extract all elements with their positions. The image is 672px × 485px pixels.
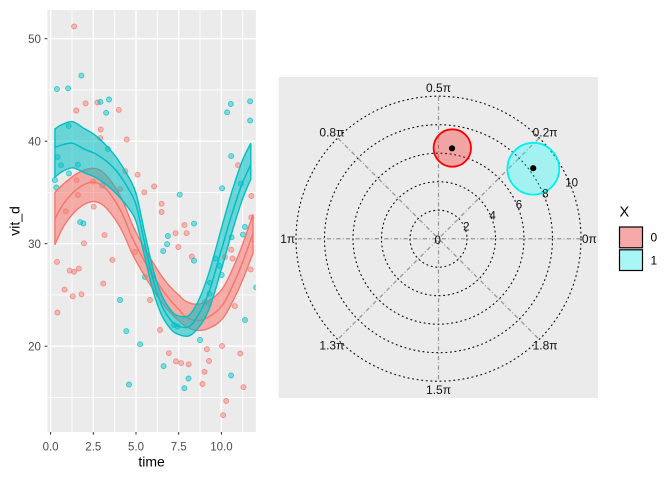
svg-text:1.3π: 1.3π	[319, 339, 344, 353]
svg-text:2.5: 2.5	[85, 442, 101, 454]
svg-text:10.0: 10.0	[210, 442, 232, 454]
svg-text:X: X	[620, 205, 630, 221]
svg-text:0.0: 0.0	[43, 442, 59, 454]
svg-text:0π: 0π	[582, 232, 597, 246]
svg-text:20: 20	[28, 341, 41, 353]
svg-text:0.2π: 0.2π	[533, 125, 558, 139]
svg-text:0.8π: 0.8π	[319, 125, 344, 139]
svg-text:40: 40	[28, 136, 41, 148]
svg-text:7.5: 7.5	[171, 442, 187, 454]
svg-text:1.5π: 1.5π	[426, 383, 451, 397]
svg-text:1π: 1π	[280, 232, 295, 246]
svg-text:0.5π: 0.5π	[426, 81, 451, 95]
svg-text:6: 6	[516, 200, 522, 212]
svg-text:2: 2	[463, 221, 469, 233]
svg-text:0: 0	[434, 235, 440, 247]
svg-text:0: 0	[651, 231, 658, 245]
svg-text:50: 50	[28, 34, 41, 46]
svg-text:time: time	[138, 454, 165, 470]
svg-text:5.0: 5.0	[128, 442, 144, 454]
svg-text:1.8π: 1.8π	[533, 339, 558, 353]
svg-text:30: 30	[28, 239, 41, 251]
svg-text:4: 4	[489, 210, 496, 222]
svg-text:vit_d: vit_d	[7, 206, 23, 236]
svg-text:1: 1	[651, 253, 658, 267]
svg-text:10: 10	[565, 178, 578, 190]
svg-text:8: 8	[542, 189, 548, 201]
